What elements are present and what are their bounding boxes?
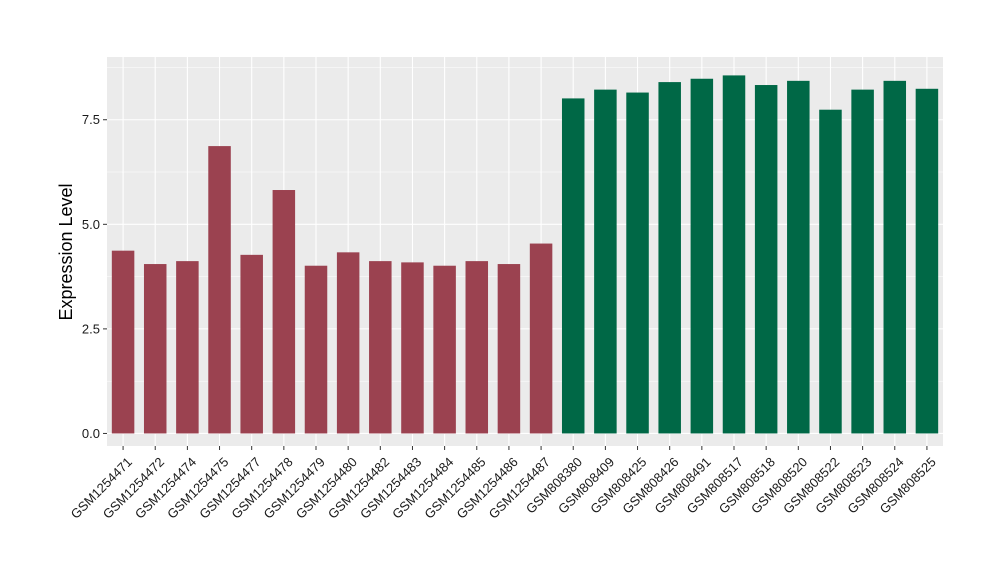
bar-gsm1254472: [143, 264, 167, 434]
bar-gsm808523: [851, 89, 874, 434]
y-tick-label: 7.5: [82, 112, 100, 127]
bar-gsm808525: [915, 88, 939, 434]
bar-gsm808409: [594, 89, 617, 434]
bar-gsm1254482: [369, 261, 392, 434]
bar-gsm1254475: [208, 146, 231, 434]
bar-gsm808380: [561, 98, 585, 434]
x-axis: GSM1254471GSM1254472GSM1254474GSM1254475…: [68, 446, 939, 522]
bar-gsm1254471: [111, 250, 135, 434]
bar-gsm1254478: [272, 190, 296, 434]
bar-gsm808524: [883, 80, 907, 434]
bars-group: [111, 75, 939, 434]
y-axis-title: Expression Level: [56, 183, 76, 320]
bar-gsm1254485: [465, 261, 489, 434]
bar-gsm1254486: [497, 264, 521, 434]
y-axis: 0.0 2.5 5.0 7.5: [82, 112, 107, 441]
y-tick-label: 5.0: [82, 217, 100, 232]
bar-gsm1254477: [240, 254, 263, 434]
bar-gsm808491: [690, 78, 714, 434]
bar-gsm808522: [819, 109, 842, 434]
bar-gsm1254483: [401, 262, 424, 434]
bar-gsm1254484: [433, 265, 456, 434]
bar-gsm1254487: [529, 243, 553, 434]
bar-gsm808520: [787, 80, 810, 434]
y-tick-label: 2.5: [82, 321, 100, 336]
y-tick-label: 0.0: [82, 426, 100, 441]
bar-gsm1254479: [304, 265, 328, 434]
bar-gsm808425: [626, 92, 649, 434]
bar-gsm808518: [754, 85, 778, 434]
plot-panel: [107, 57, 943, 446]
bar-gsm1254480: [336, 252, 360, 434]
bar-gsm1254474: [176, 261, 199, 434]
bar-gsm808517: [722, 75, 746, 434]
bar-gsm808426: [658, 82, 681, 434]
